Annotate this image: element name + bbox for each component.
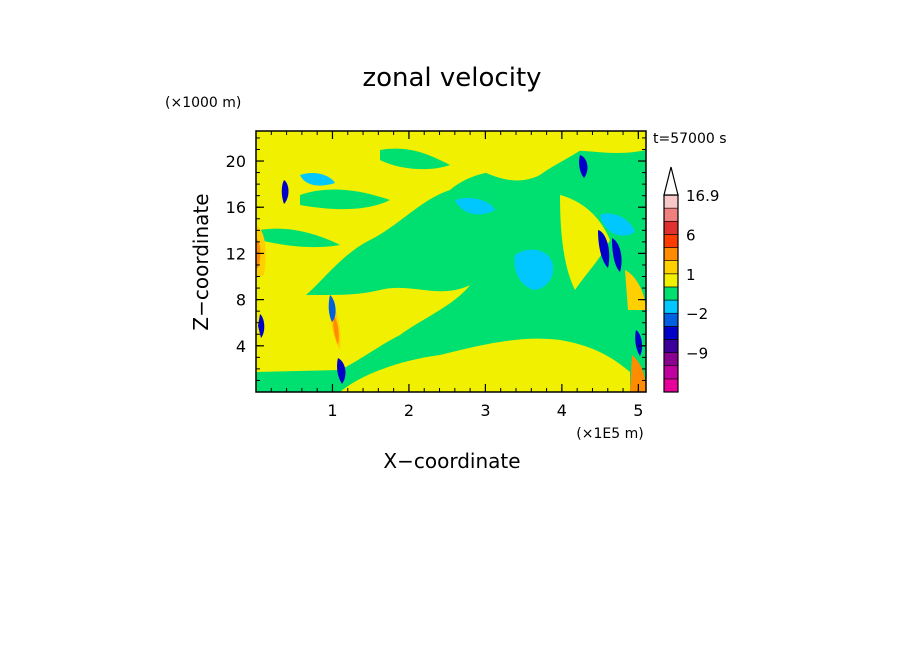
- colorbar-overflow-arrow: [663, 166, 679, 196]
- time-label: t=57000 s: [653, 131, 727, 147]
- colorbar-label: 16.9: [686, 187, 719, 205]
- field-blue-patch: [579, 155, 588, 178]
- field-blue-patch: [598, 230, 610, 268]
- colorbar-segment: [663, 326, 679, 340]
- field-cyan-patch: [455, 198, 495, 215]
- field-blue-patch: [337, 358, 346, 384]
- field-yellow-top-right: [470, 131, 600, 181]
- field-blue-patch: [635, 330, 643, 356]
- y-tick-label: 8: [236, 291, 246, 310]
- colorbar-segment: [663, 312, 679, 327]
- colorbar: 16.9 6 1 −2 −9: [663, 166, 719, 393]
- x-tick-label: 1: [327, 401, 337, 420]
- y-axis-ticks: 4 8 12 16 20: [226, 137, 646, 381]
- field-blue-patch: [258, 314, 265, 338]
- field-cyan-patch: [600, 213, 635, 236]
- plot-area: [256, 131, 646, 392]
- colorbar-segment: [663, 352, 679, 367]
- x-tick-label: 2: [404, 401, 414, 420]
- colorbar-segment: [663, 220, 679, 235]
- colorbar-segment: [663, 194, 679, 209]
- field-green-bottom: [256, 372, 340, 392]
- plot-frame: [255, 130, 647, 393]
- field-orange-patch: [630, 355, 646, 392]
- x-tick-label: 4: [557, 401, 567, 420]
- x-tick-label: 5: [633, 401, 643, 420]
- colorbar-segment: [663, 365, 679, 380]
- field-blue-patch: [328, 295, 336, 322]
- colorbar-label: 6: [686, 226, 696, 244]
- colorbar-segment: [663, 378, 679, 393]
- chart-title: zonal velocity: [362, 63, 541, 93]
- colorbar-label: −9: [686, 345, 708, 363]
- colorbar-segment: [663, 247, 679, 261]
- x-axis-label: X−coordinate: [383, 449, 520, 473]
- field-cyan-patch: [300, 172, 335, 186]
- colorbar-segment: [663, 234, 679, 248]
- colorbar-segment: [663, 260, 679, 275]
- field-orange-patch: [333, 315, 339, 345]
- colorbar-label: 1: [686, 266, 696, 284]
- x-unit-label: (×1E5 m): [576, 426, 643, 442]
- field-green-streak: [380, 148, 450, 170]
- x-axis-ticks: 1 2 3 4 5: [270, 131, 643, 420]
- y-unit-label: (×1000 m): [165, 95, 241, 111]
- field-blue-patch: [612, 238, 622, 272]
- field-cyan-patch: [514, 249, 554, 290]
- field-blue-patch: [281, 180, 289, 204]
- y-tick-label: 20: [226, 152, 246, 171]
- colorbar-segment: [663, 207, 679, 222]
- field-yellow-upper: [256, 131, 646, 300]
- field-yellow-right: [560, 195, 610, 290]
- colorbar-segment: [663, 299, 679, 314]
- field-green-streak: [260, 228, 340, 248]
- field-yellow-bottom: [340, 338, 630, 392]
- x-tick-label: 3: [480, 401, 490, 420]
- y-tick-label: 4: [236, 337, 246, 356]
- field-green-streak: [300, 189, 390, 210]
- field-yellow-mid: [256, 285, 470, 372]
- colorbar-segment: [663, 273, 679, 288]
- colorbar-segment: [663, 286, 679, 301]
- colorbar-label: −2: [686, 305, 708, 323]
- y-axis-label: Z−coordinate: [189, 193, 213, 330]
- y-tick-label: 16: [226, 198, 246, 217]
- y-tick-label: 12: [226, 244, 246, 263]
- colorbar-segment: [663, 339, 679, 353]
